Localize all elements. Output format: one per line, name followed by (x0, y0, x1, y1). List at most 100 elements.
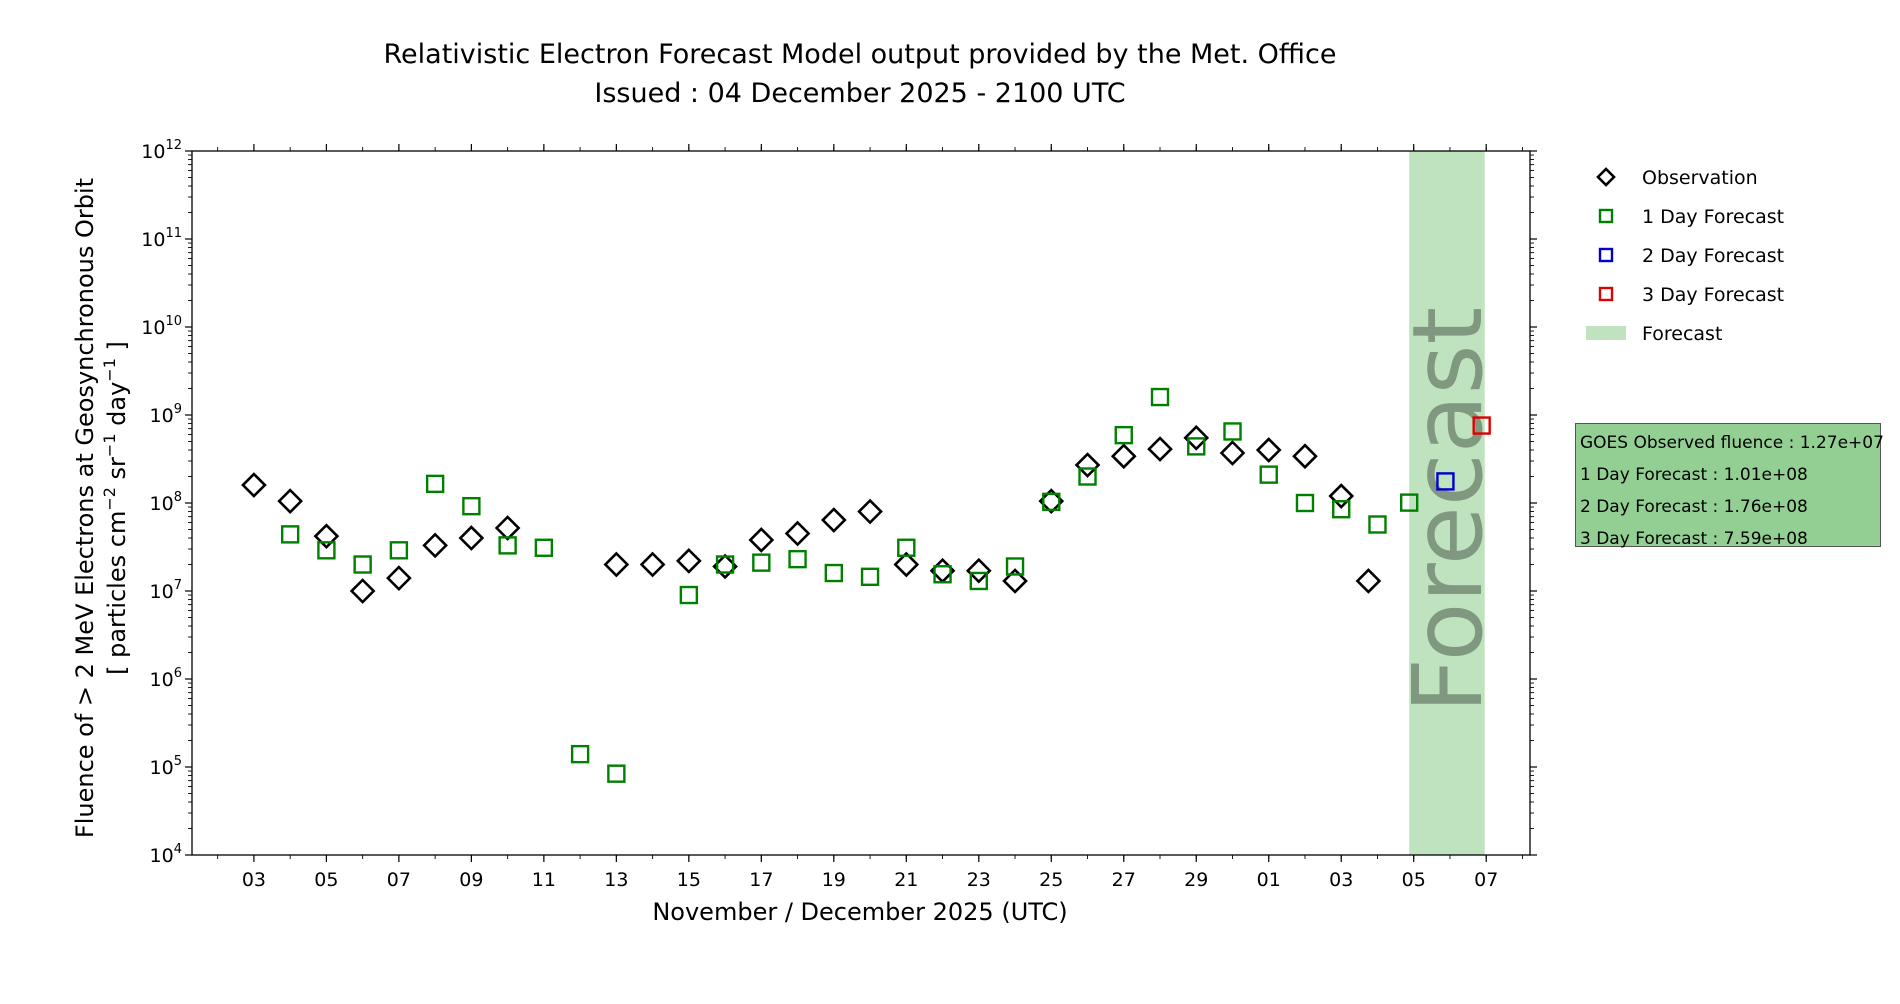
x-tick-label: 03 (1329, 869, 1353, 891)
legend-3-day-forecast-label: 3 Day Forecast (1642, 284, 1784, 306)
1-day-forecast-point (897, 538, 916, 557)
observation-point (313, 523, 340, 549)
1-day-forecast-point (462, 496, 481, 516)
observation-point (458, 525, 485, 551)
observation-point (748, 527, 775, 553)
1-day-forecast-point (1042, 492, 1061, 512)
1-day-forecast-point (1368, 515, 1387, 534)
1-day-forecast-point (1114, 425, 1133, 445)
forecast-region (1409, 151, 1485, 855)
observation-point (893, 551, 920, 578)
x-tick-label: 11 (532, 869, 556, 891)
legend-observation-marker (1596, 167, 1616, 187)
observation-point (386, 565, 412, 591)
1-day-forecast-point (1187, 437, 1206, 456)
x-tick-label: 03 (242, 869, 266, 891)
y-tick-label: 106 (150, 666, 182, 691)
1-day-forecast-point (389, 541, 409, 560)
y-tick-label: 1010 (141, 314, 182, 339)
1-day-forecast-point (933, 565, 952, 584)
x-tick-label: 07 (1474, 869, 1498, 891)
observation-point (857, 498, 883, 525)
1-day-forecast-point (824, 563, 844, 583)
x-tick-label: 13 (604, 869, 628, 891)
observation-point (1147, 436, 1173, 462)
1-day-forecast-point (1332, 500, 1351, 519)
1-day-forecast-point (752, 553, 771, 572)
1-day-forecast-point (425, 474, 445, 494)
1-day-forecast-point (860, 567, 880, 586)
x-tick-label: 15 (677, 869, 701, 891)
x-tick-label: 07 (387, 869, 411, 891)
y-tick-label: 108 (150, 490, 182, 515)
1-day-forecast-point (1259, 465, 1278, 484)
observation-point (820, 507, 847, 533)
1-day-forecast-point (1295, 493, 1315, 513)
observation-point (1328, 483, 1355, 509)
x-tick-label: 09 (459, 869, 483, 891)
y-tick-label: 107 (150, 578, 182, 603)
observation-point (639, 551, 666, 578)
observation-point (494, 515, 521, 541)
x-axis-label: November / December 2025 (UTC) (652, 898, 1067, 926)
1-day-forecast-point (788, 549, 807, 569)
3-day-forecast-point (1472, 416, 1491, 435)
1-day-forecast-point (1399, 493, 1419, 512)
1-day-forecast-point (570, 744, 590, 764)
legend: Observation 1 Day Forecast 2 Day Forecast 3… (1586, 167, 1784, 345)
observation-point (349, 578, 376, 604)
observation-point (603, 551, 630, 578)
observation-point (965, 557, 992, 584)
info-observed-fluence: GOES Observed fluence : 1.27e+07 (1580, 433, 1884, 453)
y-tick-label: 109 (150, 402, 182, 427)
1-day-forecast-point (317, 541, 336, 560)
observation-point (422, 532, 448, 559)
observation-point (277, 488, 303, 514)
observation-point (784, 520, 811, 547)
chart-title: Relativistic Electron Forecast Model out… (384, 39, 1337, 70)
x-tick-label: 29 (1184, 869, 1208, 891)
observation-point (1292, 443, 1318, 470)
1-day-forecast-point (1005, 557, 1025, 576)
1-day-forecast-point (607, 764, 626, 783)
y-tick-label: 104 (150, 842, 182, 867)
legend-forecast-label: Forecast (1642, 323, 1722, 345)
observation-point (1355, 568, 1382, 594)
legend-forecast-marker (1586, 326, 1626, 340)
chart-subtitle: Issued : 04 December 2025 - 2100 UTC (594, 78, 1125, 109)
2-day-forecast-point (1436, 472, 1455, 491)
x-tick-label: 17 (749, 869, 773, 891)
1-day-forecast-point (715, 555, 735, 574)
1-day-forecast-point (534, 538, 554, 557)
observation-point (1110, 443, 1137, 470)
1-day-forecast-point (280, 525, 300, 544)
info-3-day-forecast: 3 Day Forecast : 7.59e+08 (1580, 529, 1808, 549)
legend-2-day-forecast-label: 2 Day Forecast (1642, 245, 1784, 267)
legend-1-day-forecast-label: 1 Day Forecast (1642, 206, 1784, 228)
observation-point (1219, 440, 1246, 466)
y-tick-label: 1011 (141, 226, 182, 251)
plot-frame (191, 150, 1531, 856)
1-day-forecast-point (1150, 387, 1170, 407)
x-tick-label: 05 (314, 869, 338, 891)
1-day-forecast-point (969, 571, 988, 591)
legend-2-day-forecast-marker (1598, 247, 1614, 263)
y-tick-label: 105 (150, 754, 182, 779)
x-tick-label: 19 (822, 869, 846, 891)
observation-point (1183, 425, 1210, 451)
info-2-day-forecast: 2 Day Forecast : 1.76e+08 (1580, 497, 1808, 517)
legend-3-day-forecast-marker (1598, 286, 1614, 302)
1-day-forecast-point (498, 536, 517, 555)
x-tick-label: 01 (1257, 869, 1281, 891)
observation-point (1255, 437, 1282, 463)
legend-1-day-forecast-marker (1598, 208, 1614, 224)
y-axis-label-line1: Fluence of > 2 MeV Electrons at Geosynch… (71, 178, 99, 838)
1-day-forecast-point (679, 585, 699, 605)
observation-point (676, 548, 702, 574)
1-day-forecast-point (353, 555, 372, 574)
info-1-day-forecast: 1 Day Forecast : 1.01e+08 (1580, 465, 1808, 485)
x-tick-label: 21 (894, 869, 918, 891)
legend-observation-label: Observation (1642, 167, 1758, 189)
